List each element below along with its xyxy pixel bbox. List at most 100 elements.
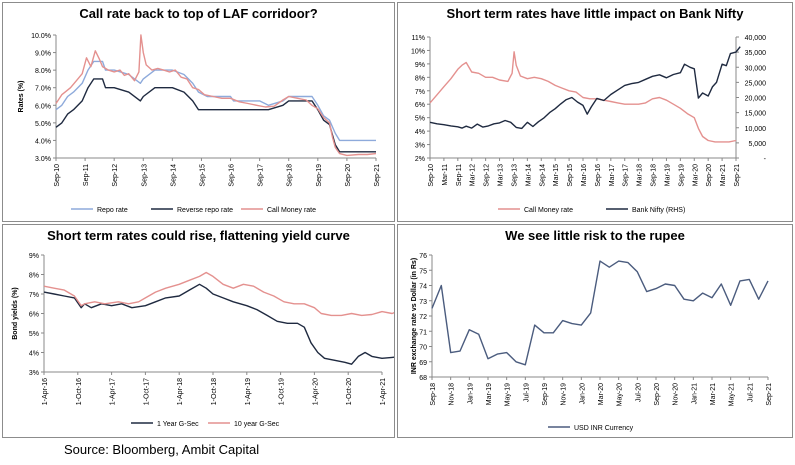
y-tick-label: 74	[419, 284, 427, 291]
y-tick-label: 10%	[411, 48, 425, 55]
y-tick-label: 71	[419, 329, 427, 336]
x-tick-label: Nov-19	[561, 383, 568, 406]
x-tick-label: Sep-17	[258, 164, 265, 187]
y-tick-label: 69	[419, 360, 427, 367]
x-tick-label: Mar-19	[664, 164, 671, 186]
chart-title: Short term rates could rise, flattening …	[47, 228, 350, 243]
x-tick-label: Jul-21	[747, 383, 754, 402]
series-line-2	[55, 34, 377, 157]
y-tick-label: 11%	[412, 35, 426, 42]
y-tick-label: 3.0%	[35, 156, 51, 163]
x-tick-label: Mar-13	[498, 164, 505, 186]
x-tick-label: Sep-21	[734, 164, 741, 187]
x-tick-label: Sep-17	[623, 164, 630, 187]
x-tick-label: Mar-21	[720, 164, 727, 186]
y-tick-label: 2%	[415, 156, 425, 163]
x-tick-label: Mar-16	[581, 164, 588, 186]
x-tick-label: Sep-19	[542, 383, 549, 406]
x-tick-label: Mar-20	[598, 383, 605, 405]
x-tick-label: Sep-11	[456, 164, 463, 186]
x-tick-label: Sep-10	[428, 164, 435, 187]
chart-panel-call-rate: Call rate back to top of LAF corridoor? …	[2, 2, 395, 222]
chart-title: We see little risk to the rupee	[505, 228, 685, 243]
series-line-1	[429, 46, 741, 130]
x-tick-label: May-20	[617, 383, 624, 406]
x-tick-label: Nov-20	[673, 383, 680, 406]
x-tick-label: 1-Oct-16	[76, 378, 83, 405]
x-tick-label: Sep-10	[54, 164, 61, 187]
x-tick-label: Nov-18	[449, 383, 456, 406]
y-tick-label: 9%	[29, 253, 39, 260]
x-tick-label: Sep-13	[141, 164, 148, 187]
x-tick-label: Mar-20	[692, 164, 699, 186]
y-tick-label: 3%	[29, 370, 39, 377]
x-tick-label: Sep-15	[199, 164, 206, 187]
y-tick-label: 73	[419, 299, 427, 306]
x-tick-label: 1-Apr-18	[177, 378, 184, 405]
x-tick-label: Jul-20	[635, 383, 642, 402]
y-tick-label: 5%	[29, 331, 39, 338]
y-tick-label: 7%	[29, 292, 39, 299]
x-tick-label: Sep-20	[654, 383, 661, 406]
y-tick-label: 6.0%	[35, 103, 51, 110]
x-tick-label: Sep-19	[678, 164, 685, 187]
x-tick-label: Mar-18	[637, 164, 644, 186]
legend-label: Call Money rate	[267, 207, 316, 214]
chart-panel-bank-nifty: Short term rates have little impact on B…	[397, 2, 793, 222]
y-tick-label: 72	[419, 314, 427, 321]
y-tick-label: 5.0%	[35, 121, 51, 128]
x-tick-label: Mar-14	[525, 164, 532, 186]
y-axis-title: INR exchange rate vs Dollar (in Rs)	[411, 258, 418, 374]
x-tick-label: Mar-11	[442, 164, 449, 186]
y-right-tick-label: 5,000	[748, 141, 766, 148]
x-tick-label: Sep-14	[539, 164, 546, 187]
chart-title: Call rate back to top of LAF corridoor?	[79, 6, 318, 21]
legend-label: Call Money rate	[524, 207, 573, 214]
y-tick-label: 6%	[415, 102, 425, 109]
x-tick-label: Sep-12	[112, 164, 119, 187]
legend-label: USD INR Currency	[574, 425, 634, 432]
x-tick-label: 1-Apr-20	[312, 378, 319, 405]
y-tick-label: 9%	[415, 62, 425, 69]
legend-label: Bank Nifty (RHS)	[632, 207, 685, 214]
x-tick-label: May-19	[505, 383, 512, 406]
x-tick-label: Sep-18	[651, 164, 658, 187]
source-note: Source: Bloomberg, Ambit Capital	[64, 442, 260, 457]
series-line-0	[55, 60, 376, 142]
y-tick-label: 76	[419, 253, 427, 260]
y-right-tick-label: 10,000	[745, 126, 767, 133]
x-tick-label: 1-Apr-16	[42, 378, 49, 405]
y-right-tick-label: 15,000	[745, 111, 767, 118]
x-tick-label: Sep-13	[511, 164, 518, 187]
x-tick-label: May-21	[729, 383, 736, 406]
y-tick-label: 4.0%	[35, 138, 51, 145]
legend-label: 1 Year G-Sec	[157, 421, 199, 428]
chart-title: Short term rates have little impact on B…	[446, 6, 744, 21]
x-tick-label: Mar-19	[486, 383, 493, 405]
legend-label: Reverse repo rate	[177, 207, 233, 214]
x-tick-label: Sep-16	[229, 164, 236, 187]
series-line-0	[431, 260, 769, 366]
y-tick-label: 3%	[415, 143, 425, 150]
x-tick-label: 1-Oct-17	[143, 378, 150, 405]
series-line-1	[43, 271, 394, 317]
y-tick-label: 7.0%	[35, 86, 51, 93]
x-tick-label: Sep-20	[345, 164, 352, 187]
y-right-tick-label: 25,000	[745, 80, 767, 87]
x-tick-label: Sep-18	[430, 383, 437, 406]
y-axis-title: Rates (%)	[18, 81, 25, 113]
y-right-tick-label: -	[764, 156, 767, 163]
x-tick-label: Jan-20	[579, 383, 586, 405]
x-tick-label: Sep-21	[766, 383, 773, 406]
chart-yield-curve: 3% 4% 5% 6% 7% 8% 9% 1-Apr-16 1-Oct-16 1-Apr-17 1-…	[12, 253, 394, 428]
y-tick-label: 68	[419, 375, 427, 382]
x-tick-label: 1-Apr-21	[380, 378, 387, 405]
x-tick-label: Mar-21	[710, 383, 717, 405]
y-tick-label: 9.0%	[35, 51, 51, 58]
y-right-tick-label: 20,000	[745, 96, 767, 103]
x-tick-label: Jul-19	[523, 383, 530, 402]
x-tick-label: Mar-12	[470, 164, 477, 186]
chart-panel-rupee: We see little risk to the rupee 68 69 70 71…	[397, 224, 793, 438]
y-tick-label: 10.0%	[31, 33, 51, 40]
y-tick-label: 7%	[415, 89, 425, 96]
